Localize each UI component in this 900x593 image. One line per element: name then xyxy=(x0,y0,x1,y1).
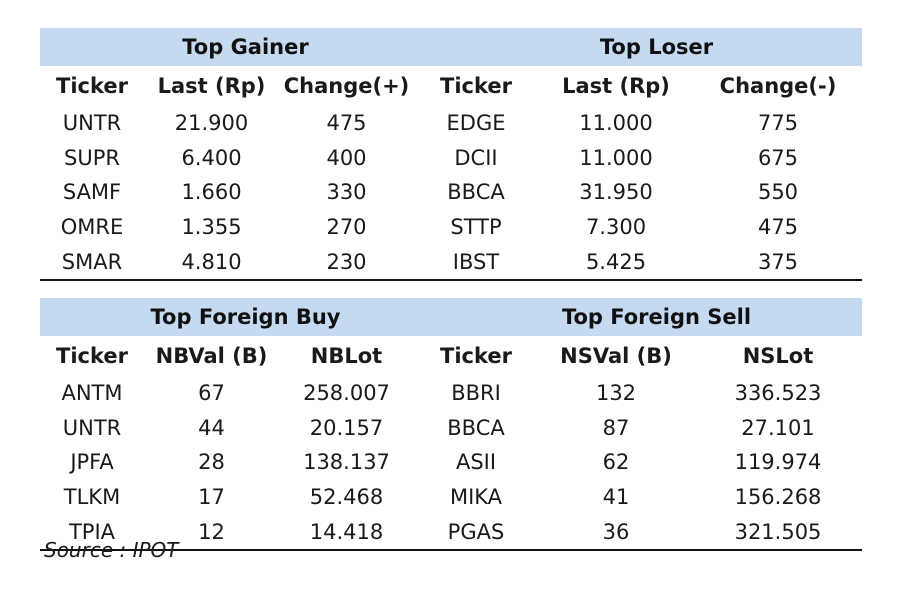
table-cell: 156.268 xyxy=(734,485,822,510)
table-bottom-rule xyxy=(40,548,862,551)
column-header: Ticker xyxy=(56,74,128,98)
top-foreign-sell-title: Top Foreign Sell xyxy=(561,305,752,329)
table-cell: SAMF xyxy=(62,180,122,205)
table-cell: 17 xyxy=(198,485,225,510)
table-cell: 11.000 xyxy=(579,111,653,136)
column-header: NSLot xyxy=(742,344,814,368)
table-cell: 7.300 xyxy=(585,215,647,240)
table-cell: TPIA xyxy=(68,519,116,544)
table-cell: 230 xyxy=(326,249,367,274)
table-cell: 36 xyxy=(602,519,630,544)
table-cell: ASII xyxy=(455,450,497,475)
table-cell: 475 xyxy=(757,215,799,240)
table-cell: IBST xyxy=(452,249,500,274)
table-cell: 21.900 xyxy=(174,111,249,136)
column-header: NBVal (B) xyxy=(155,344,268,368)
table-cell: 67 xyxy=(198,381,225,406)
table-cell: 27.101 xyxy=(741,415,815,440)
column-header: Change(+) xyxy=(283,74,410,98)
table-cell: BBCA xyxy=(447,415,505,440)
table-cell: 132 xyxy=(595,381,637,406)
table-cell: 475 xyxy=(326,111,367,136)
table-cell: 52.468 xyxy=(309,485,384,510)
foreign-flow-header: Top Foreign Buy Top Foreign Sell xyxy=(40,298,862,336)
table-cell: UNTR xyxy=(62,111,122,136)
table-cell: 1.355 xyxy=(181,215,242,240)
table-cell: 11.000 xyxy=(579,145,653,170)
table-cell: SUPR xyxy=(64,145,120,170)
table-cell: PGAS xyxy=(447,519,505,544)
table-cell: 138.137 xyxy=(303,450,390,475)
table-cell: 119.974 xyxy=(734,450,822,475)
column-header: Last (Rp) xyxy=(157,74,266,98)
table-cell: 44 xyxy=(198,415,225,440)
table-cell: 400 xyxy=(326,145,367,170)
column-header: Ticker xyxy=(440,74,512,98)
table-cell: 321.505 xyxy=(734,519,822,544)
table-cell: BBCA xyxy=(447,180,505,205)
table-cell: 550 xyxy=(757,180,799,205)
table-bottom-rule xyxy=(40,278,862,281)
table-cell: DCII xyxy=(454,145,498,170)
top-loser-title: Top Loser xyxy=(599,35,714,59)
table-cell: 1.660 xyxy=(181,180,242,205)
table-cell: 270 xyxy=(326,215,367,240)
table-cell: 12 xyxy=(198,519,225,544)
table-cell: MIKA xyxy=(449,485,503,510)
table-cell: 258.007 xyxy=(303,381,390,406)
gainer-loser-table: Top Gainer Top Loser Ticker Last (Rp) Ch… xyxy=(40,28,862,281)
table-cell: 4.810 xyxy=(181,249,242,274)
table-cell: 330 xyxy=(326,180,367,205)
gainer-loser-grid: Ticker Last (Rp) Change(+) Ticker Last (… xyxy=(40,66,862,279)
column-header: NBLot xyxy=(310,344,383,368)
table-cell: 14.418 xyxy=(309,519,384,544)
table-cell: UNTR xyxy=(62,415,122,440)
foreign-flow-table: Top Foreign Buy Top Foreign Sell Ticker … xyxy=(40,298,862,551)
column-header: Ticker xyxy=(440,344,512,368)
table-cell: JPFA xyxy=(70,450,114,475)
table-cell: 31.950 xyxy=(579,180,653,205)
column-header: Last (Rp) xyxy=(562,74,670,98)
table-cell: 5.425 xyxy=(585,249,647,274)
top-foreign-buy-title: Top Foreign Buy xyxy=(150,305,341,329)
table-cell: 62 xyxy=(602,450,630,475)
table-cell: TLKM xyxy=(63,485,121,510)
table-cell: OMRE xyxy=(60,215,124,240)
table-cell: 775 xyxy=(757,111,799,136)
table-cell: 6.400 xyxy=(181,145,242,170)
table-cell: 28 xyxy=(198,450,225,475)
table-cell: 336.523 xyxy=(734,381,822,406)
table-cell: 87 xyxy=(602,415,630,440)
column-header: NSVal (B) xyxy=(560,344,672,368)
gainer-loser-header: Top Gainer Top Loser xyxy=(40,28,862,66)
source-note: Source : IPOT xyxy=(44,538,179,562)
table-cell: STTP xyxy=(450,215,502,240)
column-header: Change(-) xyxy=(719,74,837,98)
table-cell: 375 xyxy=(757,249,799,274)
table-cell: 675 xyxy=(757,145,799,170)
table-cell: EDGE xyxy=(446,111,506,136)
top-gainer-title: Top Gainer xyxy=(182,35,309,59)
table-cell: 20.157 xyxy=(309,415,384,440)
column-header: Ticker xyxy=(56,344,128,368)
table-cell: BBRI xyxy=(451,381,501,406)
table-cell: SMAR xyxy=(61,249,123,274)
table-cell: 41 xyxy=(602,485,630,510)
foreign-flow-grid: Ticker NBVal (B) NBLot Ticker NSVal (B) … xyxy=(40,336,862,549)
table-cell: ANTM xyxy=(61,381,123,406)
